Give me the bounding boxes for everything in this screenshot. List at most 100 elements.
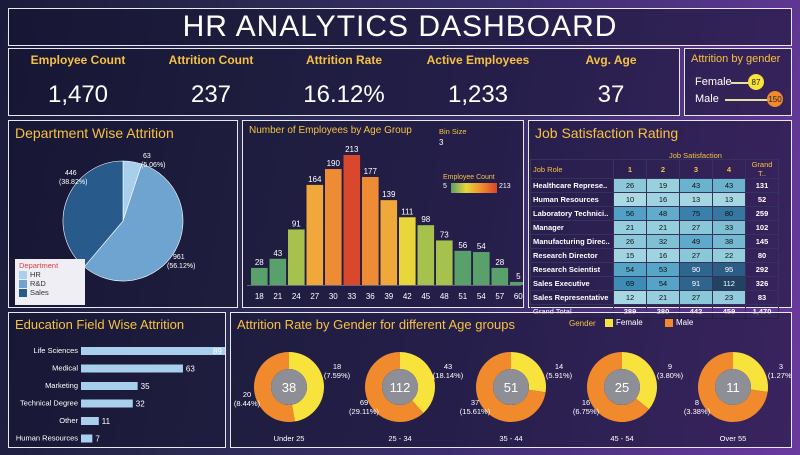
kpi-employee-count: Employee Count 1,470 <box>11 53 145 109</box>
gender-age-attrition-panel: Attrition Rate by Gender for different A… <box>230 312 792 448</box>
legend-item-rd: R&D <box>19 279 81 289</box>
donut-female-segment <box>289 352 324 422</box>
female-pct-label: (3.80%) <box>657 371 684 380</box>
donut-female-segment <box>511 352 546 393</box>
male-pct-label: (8.44%) <box>234 399 261 408</box>
job-satisfaction-panel: Job Satisfaction Rating Job Satisfaction… <box>528 120 792 319</box>
female-bar <box>731 82 751 84</box>
table-cell: 15 <box>613 248 647 263</box>
table-row: Sales Representative 12 21 27 23 83 <box>530 290 779 305</box>
kpi-value: 1,470 <box>47 81 109 108</box>
education-bar <box>81 347 225 355</box>
department-legend: Department HR R&D Sales <box>15 259 85 305</box>
attrition-by-gender-panel: Attrition by gender Female 87 Male 150 <box>684 48 792 116</box>
age-bar-value-label: 91 <box>292 219 301 228</box>
age-bar <box>473 252 490 285</box>
table-cell: 48 <box>646 206 680 221</box>
donut-female-segment <box>622 352 657 410</box>
female-pct-label: (1.27%) <box>768 371 791 380</box>
sales-slice-count: 446 <box>65 170 77 177</box>
education-bar <box>81 382 138 390</box>
row-total-cell: 145 <box>745 234 779 249</box>
table-cell: 95 <box>712 262 746 277</box>
panel-title: Education Field Wise Attrition <box>15 317 185 332</box>
table-row: Laboratory Technici.. 56 48 75 80 259 <box>530 206 779 221</box>
female-pct-label: (5.91%) <box>546 371 573 380</box>
table-cell: 22 <box>712 248 746 263</box>
rd-slice-count: 961 <box>173 254 185 261</box>
education-bar-value: 11 <box>102 417 111 426</box>
legend-title: Department <box>19 261 59 270</box>
age-bar <box>362 176 379 285</box>
male-pct-label: (3.38%) <box>684 407 711 416</box>
job-role-cell: Laboratory Technici.. <box>530 206 614 221</box>
legend-swatch <box>19 280 27 289</box>
education-bar-chart: Life Sciences 89 Medical 63 Marketing 35 Techn… <box>16 346 225 444</box>
kpi-attrition-count: Attrition Count 237 <box>144 53 278 109</box>
age-axis-tick-label: 57 <box>495 292 504 301</box>
donut-total-label: 38 <box>282 380 296 395</box>
age-bar <box>380 200 398 285</box>
donut-center <box>604 369 640 405</box>
bin-size-value: 3 <box>439 138 444 147</box>
table-cell: 27 <box>679 220 713 235</box>
education-bar-value: 32 <box>136 400 145 409</box>
age-axis-tick-label: 33 <box>347 292 356 301</box>
table-cell: 80 <box>712 206 746 221</box>
kpi-value: 1,233 <box>447 81 509 108</box>
age-axis-tick-label: 42 <box>403 292 412 301</box>
age-bar-value-label: 98 <box>421 215 430 224</box>
kpi-value: 237 <box>190 81 232 108</box>
age-axis-tick-label: 36 <box>366 292 375 301</box>
column-header: 3 <box>679 159 713 179</box>
table-cell: 56 <box>613 206 647 221</box>
row-total-cell: 259 <box>745 206 779 221</box>
female-count-label: 9 <box>668 362 672 371</box>
age-axis-tick-label: 27 <box>310 292 319 301</box>
age-bar-value-label: 5 <box>516 272 521 281</box>
donut-male-segment <box>365 352 424 422</box>
male-label: Male <box>695 93 719 105</box>
kpi-active-employees: Active Employees 1,233 <box>411 53 545 109</box>
donut-center <box>715 369 751 405</box>
row-total-cell: 52 <box>745 192 779 207</box>
age-axis-tick-label: 24 <box>292 292 301 301</box>
age-bar-value-label: 213 <box>345 145 359 154</box>
table-cell: 75 <box>679 206 713 221</box>
rd-slice-pct: (56.12%) <box>167 263 195 270</box>
age-axis-tick-label: 39 <box>384 292 393 301</box>
job-role-cell: Research Director <box>530 248 614 263</box>
department-attrition-panel: Department Wise Attrition 63 (5.06%) 961… <box>8 120 238 308</box>
legend-label: Male <box>676 318 694 327</box>
table-cell: 54 <box>613 262 647 277</box>
table-row: Research Scientist 54 53 90 95 292 <box>530 262 779 277</box>
education-field-label: Human Resources <box>16 434 78 443</box>
legend-label: Sales <box>30 288 49 298</box>
male-pct-label: (15.61%) <box>460 407 491 416</box>
legend-item-hr: HR <box>19 270 81 280</box>
male-count-label: 37 <box>471 398 479 407</box>
panel-title: Job Satisfaction Rating <box>535 125 679 141</box>
legend-max: 213 <box>499 183 511 190</box>
age-bar-value-label: 28 <box>495 258 504 267</box>
column-header: 1 <box>613 159 647 179</box>
panel-title: Number of Employees by Age Group <box>249 125 412 136</box>
legend-min: 5 <box>443 183 447 190</box>
table-header-row: Job Role 1 2 3 4 Grand T.. <box>530 159 779 179</box>
female-dot: 87 <box>748 74 764 90</box>
age-group-label: Over 55 <box>720 434 747 443</box>
education-bar-value: 35 <box>141 382 150 391</box>
kpi-value: 37 <box>597 81 625 108</box>
sales-slice-pct: (38.82%) <box>59 179 87 186</box>
age-bar <box>288 229 305 285</box>
kpi-label: Employee Count <box>30 53 126 67</box>
legend-swatch <box>19 271 27 280</box>
donut-female-segment <box>400 352 435 414</box>
female-count-label: 18 <box>333 362 341 371</box>
age-axis-tick-label: 48 <box>440 292 449 301</box>
male-pct-label: (6.75%) <box>573 407 600 416</box>
donut-center <box>493 369 529 405</box>
female-count-label: 3 <box>779 362 783 371</box>
kpi-label: Attrition Rate <box>306 53 382 67</box>
department-pie-chart: 63 (5.06%) 961 (56.12%) 446 (38.82%) <box>59 153 195 282</box>
